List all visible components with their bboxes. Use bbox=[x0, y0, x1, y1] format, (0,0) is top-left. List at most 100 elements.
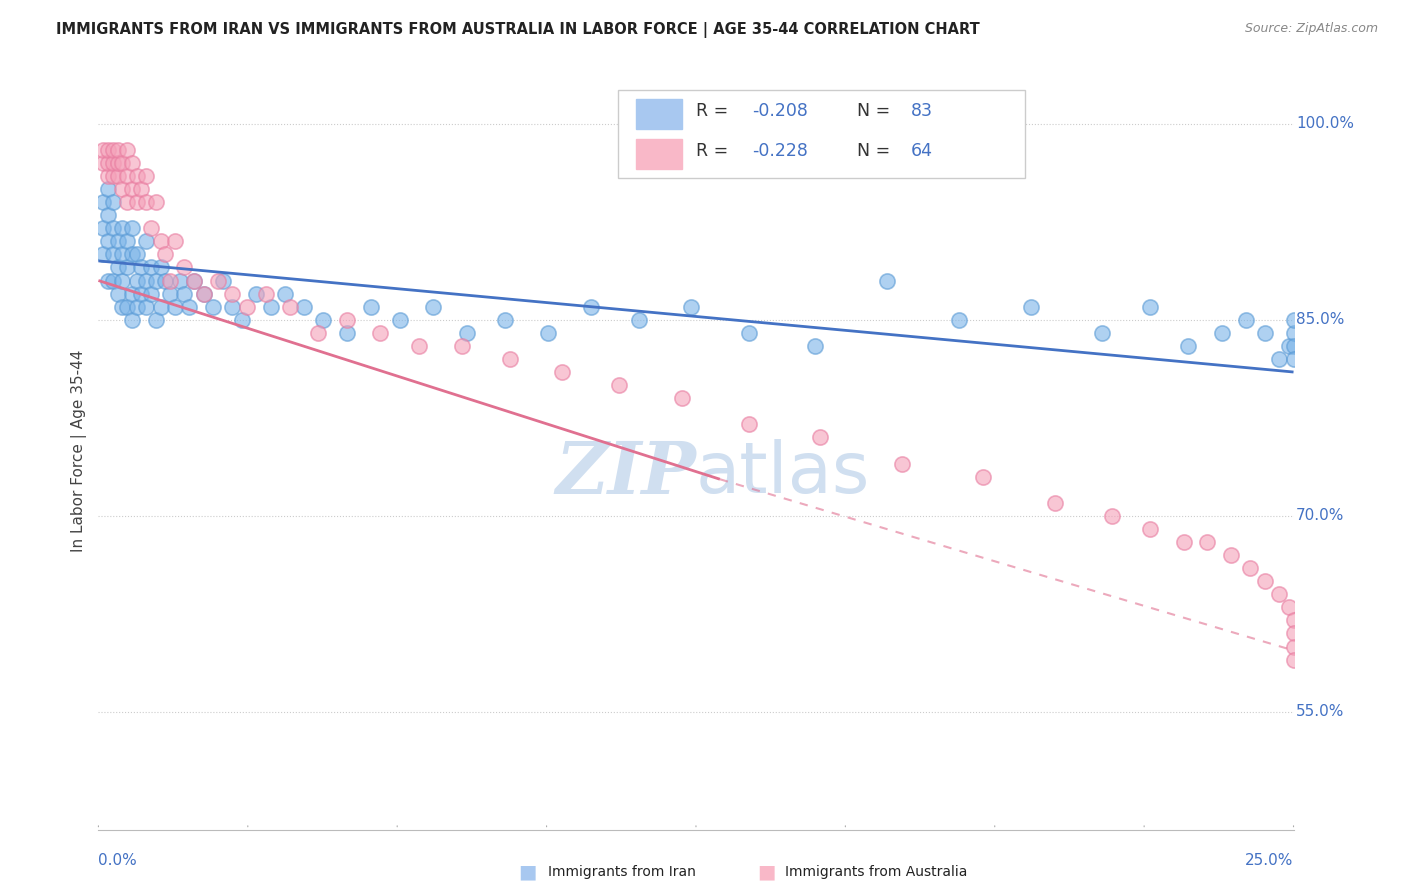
Point bbox=[494, 312, 516, 326]
Point bbox=[145, 195, 167, 210]
Text: ■: ■ bbox=[517, 863, 537, 882]
Point bbox=[1197, 535, 1219, 549]
Point bbox=[115, 235, 138, 249]
Point bbox=[97, 208, 120, 222]
Text: 100.0%: 100.0% bbox=[1296, 116, 1354, 131]
Text: 0.0%: 0.0% bbox=[98, 853, 138, 868]
Point bbox=[948, 312, 970, 326]
Point bbox=[498, 351, 520, 366]
Text: IMMIGRANTS FROM IRAN VS IMMIGRANTS FROM AUSTRALIA IN LABOR FORCE | AGE 35-44 COR: IMMIGRANTS FROM IRAN VS IMMIGRANTS FROM … bbox=[56, 22, 980, 38]
Point bbox=[231, 312, 253, 326]
Point bbox=[972, 469, 994, 483]
Point bbox=[139, 221, 162, 235]
Point bbox=[221, 300, 243, 314]
Text: Immigrants from Australia: Immigrants from Australia bbox=[785, 865, 967, 880]
Point bbox=[1278, 339, 1301, 353]
Text: R =: R = bbox=[696, 142, 734, 160]
Point bbox=[876, 273, 898, 287]
Point bbox=[183, 273, 205, 287]
Point bbox=[111, 182, 134, 196]
Point bbox=[121, 247, 143, 261]
Point bbox=[115, 260, 138, 275]
Point bbox=[627, 312, 650, 326]
Point bbox=[671, 391, 693, 405]
Point bbox=[97, 182, 120, 196]
Point bbox=[179, 300, 201, 314]
Point bbox=[131, 182, 153, 196]
Point bbox=[111, 221, 134, 235]
Point bbox=[107, 286, 129, 301]
Point bbox=[125, 273, 148, 287]
Point bbox=[890, 457, 912, 471]
Point bbox=[1282, 312, 1305, 326]
Point bbox=[131, 260, 153, 275]
Point bbox=[1139, 300, 1161, 314]
Point bbox=[107, 169, 129, 183]
Point bbox=[135, 273, 157, 287]
Point bbox=[1282, 614, 1305, 628]
Point bbox=[274, 286, 297, 301]
Point bbox=[107, 260, 129, 275]
Point bbox=[307, 326, 329, 340]
Text: 55.0%: 55.0% bbox=[1296, 705, 1344, 720]
Point bbox=[537, 326, 560, 340]
Text: 83: 83 bbox=[911, 102, 934, 120]
Point bbox=[456, 326, 478, 340]
Point bbox=[121, 221, 143, 235]
Point bbox=[145, 312, 167, 326]
Point bbox=[450, 339, 472, 353]
Text: 85.0%: 85.0% bbox=[1296, 312, 1344, 327]
Point bbox=[97, 156, 120, 170]
Point bbox=[1043, 496, 1066, 510]
Point bbox=[125, 300, 148, 314]
Point bbox=[97, 235, 120, 249]
Point bbox=[1254, 326, 1277, 340]
Point bbox=[155, 247, 177, 261]
Point bbox=[135, 235, 157, 249]
Point bbox=[115, 195, 138, 210]
Point bbox=[111, 300, 134, 314]
Point bbox=[97, 143, 120, 157]
Point bbox=[101, 221, 124, 235]
Point bbox=[111, 247, 134, 261]
Point bbox=[1220, 548, 1243, 562]
Point bbox=[107, 235, 129, 249]
Text: R =: R = bbox=[696, 102, 734, 120]
Point bbox=[1278, 600, 1301, 615]
Point bbox=[183, 273, 205, 287]
Point bbox=[1211, 326, 1233, 340]
Text: Immigrants from Iran: Immigrants from Iran bbox=[548, 865, 696, 880]
Point bbox=[1282, 326, 1305, 340]
Point bbox=[97, 169, 120, 183]
Point bbox=[101, 195, 124, 210]
Point bbox=[1268, 587, 1291, 601]
Point bbox=[804, 339, 827, 353]
Point bbox=[101, 143, 124, 157]
Point bbox=[370, 326, 392, 340]
Text: Source: ZipAtlas.com: Source: ZipAtlas.com bbox=[1244, 22, 1378, 36]
Point bbox=[1019, 300, 1042, 314]
Point bbox=[107, 143, 129, 157]
Text: N =: N = bbox=[858, 102, 896, 120]
Text: ■: ■ bbox=[756, 863, 776, 882]
Point bbox=[1282, 626, 1305, 640]
Text: atlas: atlas bbox=[696, 439, 870, 508]
Point bbox=[1234, 312, 1257, 326]
Point bbox=[292, 300, 315, 314]
Point bbox=[1254, 574, 1277, 589]
Point bbox=[235, 300, 257, 314]
Point bbox=[149, 300, 172, 314]
Point bbox=[125, 195, 148, 210]
Point bbox=[139, 286, 162, 301]
Point bbox=[135, 169, 157, 183]
Point bbox=[193, 286, 215, 301]
Point bbox=[1268, 351, 1291, 366]
Point bbox=[121, 156, 143, 170]
Point bbox=[101, 247, 124, 261]
Point bbox=[808, 430, 831, 444]
Point bbox=[1101, 508, 1123, 523]
Point bbox=[111, 156, 134, 170]
Point bbox=[551, 365, 574, 379]
Point bbox=[91, 247, 114, 261]
Point bbox=[1282, 339, 1305, 353]
